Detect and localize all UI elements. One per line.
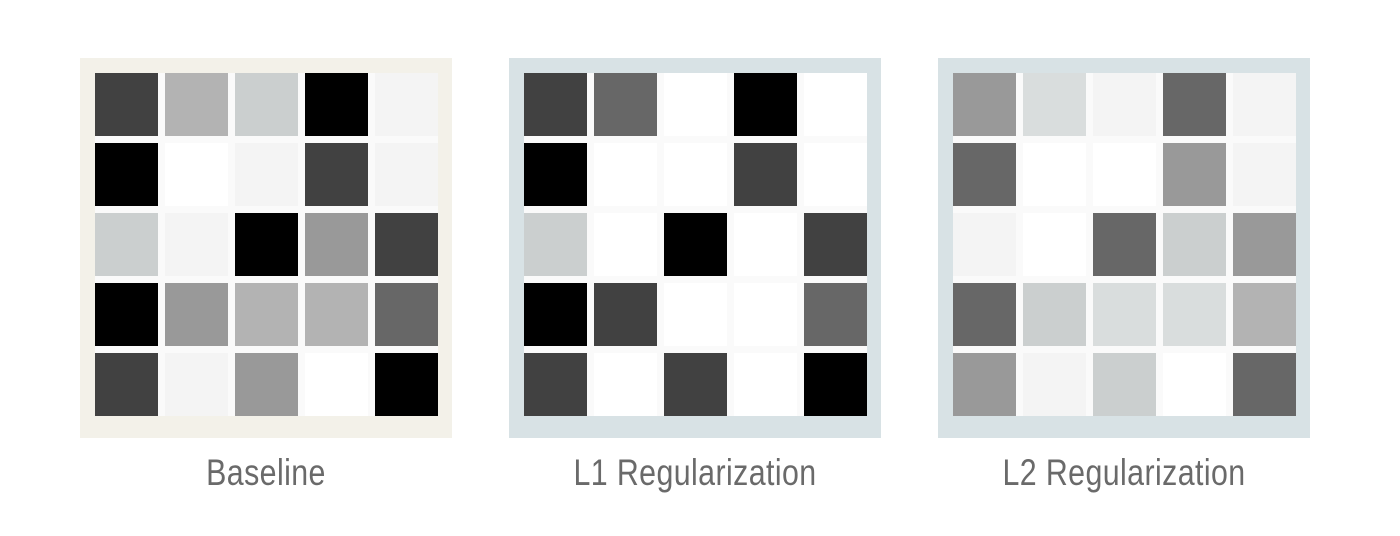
weight-grid-l1 (524, 73, 867, 416)
weight-cell (804, 143, 867, 206)
weight-cell (305, 73, 368, 136)
weight-cell (305, 143, 368, 206)
weight-cell (1093, 143, 1156, 206)
weight-cell (1093, 353, 1156, 416)
weight-cell (664, 213, 727, 276)
weight-cell (1023, 283, 1086, 346)
weight-cell (375, 353, 438, 416)
weight-cell (664, 283, 727, 346)
panel-label-baseline: Baseline (206, 452, 326, 493)
weight-cell (953, 213, 1016, 276)
weight-cell (1023, 353, 1086, 416)
weight-cell (375, 283, 438, 346)
weight-cell (524, 283, 587, 346)
weight-cell (953, 73, 1016, 136)
weight-cell (1093, 213, 1156, 276)
weight-cell (375, 143, 438, 206)
panel-baseline: Baseline (80, 58, 452, 494)
weight-cell (524, 73, 587, 136)
weight-cell (1163, 143, 1226, 206)
weight-cell (1023, 143, 1086, 206)
weight-cell (1093, 283, 1156, 346)
weight-cell (235, 73, 298, 136)
weight-cell (953, 283, 1016, 346)
panel-label-l1: L1 Regularization (573, 452, 817, 493)
weight-cell (664, 73, 727, 136)
weight-cell (305, 353, 368, 416)
weight-cell (1163, 73, 1226, 136)
weight-cell (594, 73, 657, 136)
weight-cell (734, 283, 797, 346)
weight-cell (165, 213, 228, 276)
weight-cell (375, 213, 438, 276)
weight-cell (305, 213, 368, 276)
weight-cell (1233, 73, 1296, 136)
weight-cell (1163, 353, 1226, 416)
weight-cell (594, 143, 657, 206)
weight-cell (1233, 143, 1296, 206)
weight-cell (664, 143, 727, 206)
weight-cell (95, 283, 158, 346)
weight-cell (165, 73, 228, 136)
weight-cell (804, 353, 867, 416)
weight-grid-l2 (953, 73, 1296, 416)
weight-cell (165, 283, 228, 346)
weight-cell (524, 213, 587, 276)
weight-cell (734, 73, 797, 136)
weight-cell (804, 213, 867, 276)
weight-cell (594, 213, 657, 276)
weight-cell (1023, 213, 1086, 276)
weight-cell (1233, 353, 1296, 416)
panel-l1: L1 Regularization (509, 58, 881, 494)
weight-cell (165, 143, 228, 206)
weight-cell (1163, 213, 1226, 276)
weight-cell (305, 283, 368, 346)
weight-cell (734, 143, 797, 206)
weight-cell (524, 143, 587, 206)
matrix-frame-l2 (938, 58, 1310, 438)
weight-cell (804, 283, 867, 346)
weight-cell (953, 353, 1016, 416)
weight-cell (235, 353, 298, 416)
panel-label-l2: L2 Regularization (1002, 452, 1246, 493)
weight-cell (734, 213, 797, 276)
weight-cell (95, 73, 158, 136)
weight-cell (664, 353, 727, 416)
weight-cell (1023, 73, 1086, 136)
weight-cell (235, 143, 298, 206)
matrix-frame-l1 (509, 58, 881, 438)
weight-cell (734, 353, 797, 416)
weight-cell (235, 283, 298, 346)
weight-cell (953, 143, 1016, 206)
matrix-frame-baseline (80, 58, 452, 438)
weight-cell (235, 213, 298, 276)
weight-cell (95, 213, 158, 276)
weight-cell (1163, 283, 1226, 346)
weight-cell (1233, 213, 1296, 276)
panel-l2: L2 Regularization (938, 58, 1310, 494)
weight-cell (804, 73, 867, 136)
weight-grid-baseline (95, 73, 438, 416)
weight-cell (95, 353, 158, 416)
weight-cell (594, 353, 657, 416)
weight-cell (1233, 283, 1296, 346)
weight-cell (95, 143, 158, 206)
weight-cell (524, 353, 587, 416)
weight-cell (1093, 73, 1156, 136)
weight-cell (375, 73, 438, 136)
weight-cell (594, 283, 657, 346)
weight-cell (165, 353, 228, 416)
